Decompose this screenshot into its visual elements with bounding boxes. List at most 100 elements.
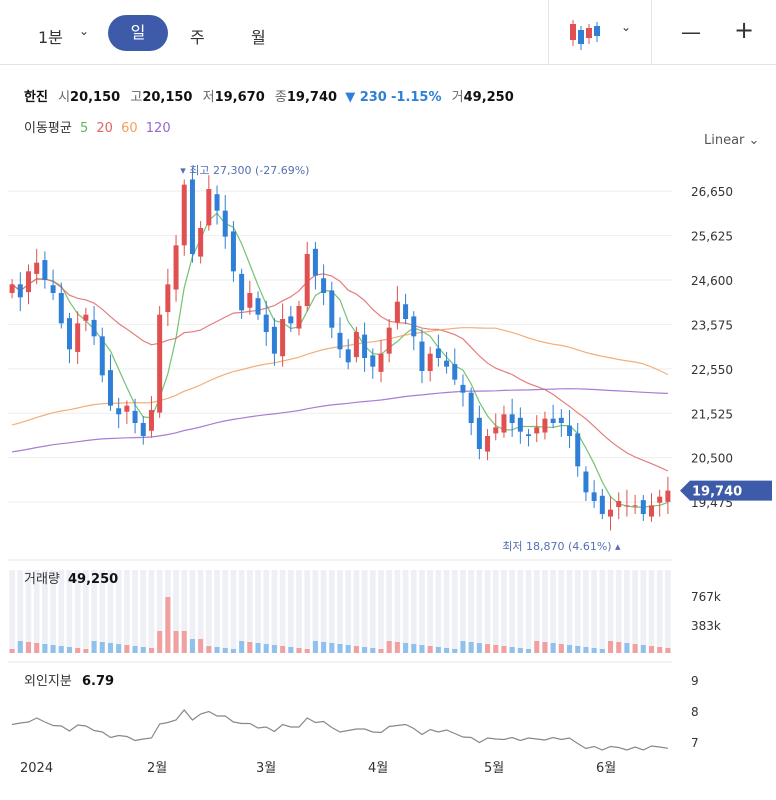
candle-body: [517, 417, 523, 432]
volume-bar: [75, 648, 81, 653]
candle-body: [526, 434, 532, 436]
candle-body: [247, 293, 253, 308]
candle-body: [444, 360, 450, 367]
candle-body: [239, 273, 245, 311]
zoom-in-button[interactable]: +: [734, 16, 755, 44]
candle-body: [427, 353, 433, 371]
volume-bar: [435, 647, 441, 653]
candle-body: [271, 326, 277, 354]
scale-mode-label: Linear: [704, 133, 745, 148]
last-price-label: 19,740: [692, 485, 742, 500]
zoom-out-button[interactable]: —: [681, 20, 701, 44]
interval-selector[interactable]: 1분: [38, 28, 63, 47]
volume-bar: [304, 649, 310, 653]
volume-bar: [657, 647, 663, 653]
volume-bar: [189, 639, 195, 653]
candle-body: [116, 408, 122, 415]
candle-body: [173, 245, 179, 290]
chevron-down-icon: ⌄: [748, 133, 760, 148]
ma-line-5: [11, 212, 669, 508]
candle-body: [296, 306, 302, 329]
volume-value: 49,250: [463, 90, 514, 105]
volume-bar: [173, 631, 179, 653]
volume-bar: [665, 648, 671, 653]
volume-bar: [165, 597, 171, 653]
chart-type-chevron-icon[interactable]: ⌄: [621, 20, 632, 34]
volume-bar: [280, 646, 286, 653]
volume-bar: [534, 641, 540, 653]
volume-bar: [263, 644, 269, 653]
candle-body: [83, 314, 89, 321]
volume-bar: [493, 645, 499, 653]
candle-body: [288, 316, 294, 324]
volume-bar: [198, 639, 204, 653]
volume-bar: [83, 649, 89, 653]
candle-body: [394, 301, 400, 323]
x-tick-label: 6월: [596, 761, 616, 776]
volume-bar: [394, 642, 400, 653]
candle-body: [198, 228, 204, 257]
candle-body: [214, 194, 220, 211]
y-tick-label: 23,575: [691, 318, 733, 332]
volume-bar: [222, 648, 228, 653]
candle-body: [280, 319, 286, 357]
candle-body: [665, 490, 671, 502]
volume-bar: [9, 649, 15, 653]
candle-body: [640, 500, 646, 514]
candle-body: [329, 290, 335, 328]
low-price: 19,670: [214, 90, 265, 105]
candle-body: [9, 284, 15, 293]
volume-bar: [542, 642, 548, 653]
tab-month[interactable]: 월: [251, 28, 266, 47]
candle-body: [476, 417, 482, 449]
tab-week[interactable]: 주: [190, 28, 205, 47]
candle-body: [189, 179, 195, 254]
volume-bar: [99, 642, 105, 653]
volume-bar: [312, 641, 318, 653]
candle-body: [534, 427, 540, 434]
volume-bar: [107, 643, 113, 653]
volume-bar: [25, 642, 31, 653]
volume-bar: [239, 641, 245, 653]
volume-bar: [640, 645, 646, 653]
candle-body: [378, 353, 384, 372]
candle-body: [206, 189, 212, 226]
volume-bar: [558, 644, 564, 653]
candle-body: [107, 370, 113, 406]
candles-group: [9, 167, 671, 531]
volume-bar: [624, 643, 630, 653]
volume-bar: [403, 643, 409, 653]
candle-body: [583, 471, 589, 493]
candle-body: [485, 436, 491, 452]
scale-mode-selector[interactable]: Linear ⌄: [704, 133, 759, 148]
x-tick-label: 3월: [256, 761, 276, 776]
volume-bar: [632, 644, 638, 653]
volume-bar: [157, 631, 163, 653]
volume-bar: [567, 645, 573, 653]
moving-average-legend: 이동평균 5 20 60 120: [24, 117, 175, 136]
volume-bar: [181, 631, 187, 653]
candle-body: [575, 433, 581, 467]
chevron-down-icon[interactable]: ⌄: [79, 24, 90, 38]
ma-period-60: 60: [121, 121, 138, 136]
volume-bar: [616, 642, 622, 653]
volume-bar: [329, 643, 335, 653]
candle-body: [157, 314, 163, 413]
candlestick-type-icon[interactable]: [568, 14, 608, 54]
candle-body: [34, 262, 40, 274]
volume-bar: [34, 643, 40, 653]
volume-bar: [148, 648, 154, 653]
volume-bar: [247, 642, 253, 653]
candle-body: [66, 318, 72, 350]
volume-bar: [42, 644, 48, 653]
volume-bar: [66, 647, 72, 653]
tab-day[interactable]: 일: [108, 15, 168, 51]
candle-body: [558, 417, 564, 423]
candle-body: [132, 410, 138, 423]
volume-bar: [452, 649, 458, 653]
volume-bar: [206, 646, 212, 653]
candle-body: [501, 414, 507, 433]
high-annotation: ▾ 최고 27,300 (-27.69%): [180, 164, 309, 177]
candle-body: [140, 423, 146, 436]
